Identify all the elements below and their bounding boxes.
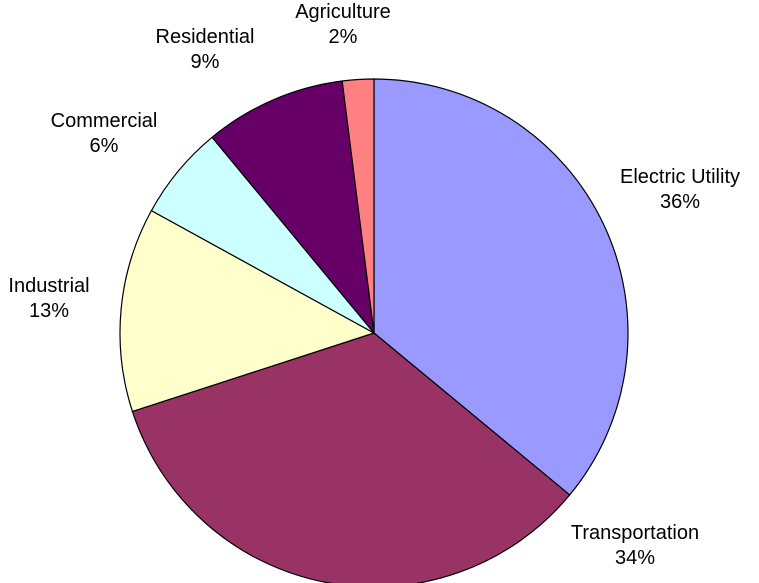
pie-label-name: Agriculture xyxy=(295,1,391,23)
pie-slice-residential xyxy=(211,80,375,335)
pie-label-percent: 9% xyxy=(191,51,220,73)
pie-label-percent: 6% xyxy=(90,135,119,157)
pie-label-industrial: Industrial 13% xyxy=(8,275,89,322)
pie-label-percent: 36% xyxy=(660,191,700,213)
pie-label-percent: 34% xyxy=(615,547,655,569)
pie-slice-industrial xyxy=(119,209,376,413)
pie-label-name: Electric Utility xyxy=(620,166,740,188)
pie-label-name: Industrial xyxy=(8,275,89,297)
pie-label-name: Residential xyxy=(156,26,255,48)
pie-slice-electric-utility xyxy=(373,78,629,496)
slices-layer xyxy=(119,78,629,583)
pie-label-agriculture: Agriculture 2% xyxy=(295,1,391,48)
pie-label-name: Transportation xyxy=(571,522,699,544)
pie-label-transportation: Transportation 34% xyxy=(571,522,699,569)
pie-label-percent: 2% xyxy=(329,26,358,48)
pie-label-electric-utility: Electric Utility 36% xyxy=(620,166,740,213)
pie-label-residential: Residential 9% xyxy=(156,26,255,73)
pie-label-commercial: Commercial 6% xyxy=(51,110,158,157)
pie-label-name: Commercial xyxy=(51,110,158,132)
labels-layer: Electric Utility 36% Transportation 34% Indu… xyxy=(8,1,740,569)
pie-slice-agriculture xyxy=(341,78,375,334)
pie-label-percent: 13% xyxy=(29,300,69,322)
pie-slice-transportation xyxy=(131,332,571,583)
